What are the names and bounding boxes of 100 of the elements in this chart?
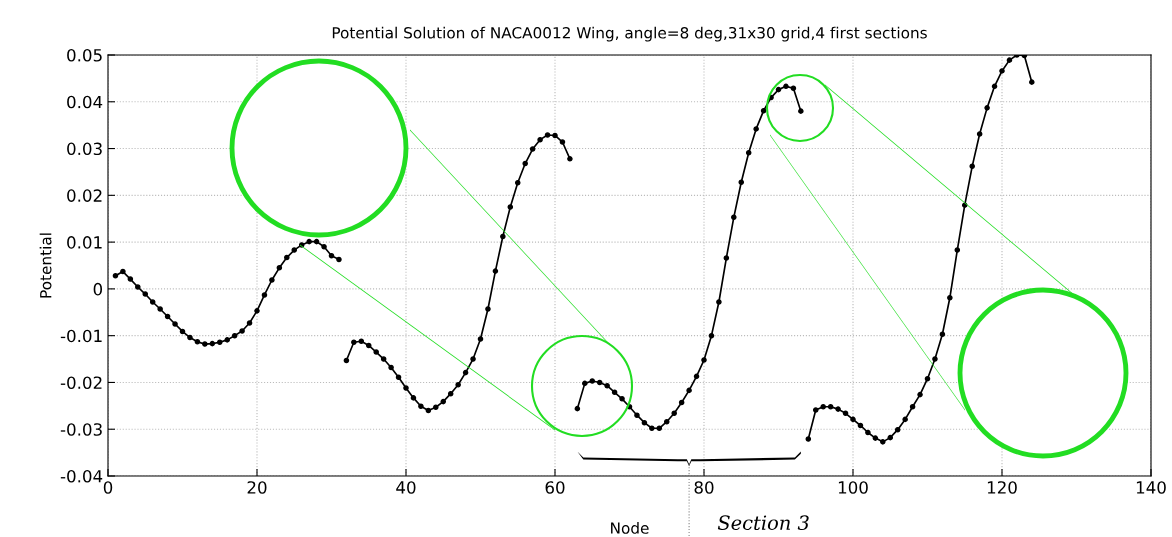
point — [567, 156, 573, 162]
point — [999, 68, 1005, 74]
point — [470, 356, 476, 362]
point — [924, 375, 931, 382]
point — [656, 425, 663, 432]
point — [433, 404, 439, 411]
point — [641, 419, 648, 426]
point — [738, 179, 745, 186]
y-tick-label: -0.02 — [60, 376, 102, 390]
point — [440, 398, 447, 405]
point — [380, 356, 387, 362]
x-tick-label: 0 — [103, 481, 113, 494]
point — [514, 179, 521, 186]
point — [634, 412, 640, 418]
point — [805, 436, 812, 442]
y-axis-title: Potential — [39, 233, 52, 298]
point — [917, 391, 923, 398]
y-tick-label: -0.04 — [60, 469, 103, 483]
point — [686, 387, 692, 394]
point — [284, 254, 290, 261]
point — [120, 268, 126, 275]
point — [187, 334, 193, 341]
point — [932, 356, 938, 362]
point — [753, 126, 759, 132]
point — [492, 268, 499, 274]
y-tick-label: 0.02 — [67, 189, 102, 202]
point — [418, 403, 424, 410]
point — [395, 374, 402, 381]
point — [716, 299, 722, 305]
point — [619, 396, 625, 402]
point — [708, 332, 715, 339]
point — [142, 291, 149, 297]
text: Section 3 — [717, 515, 809, 531]
point — [880, 439, 886, 445]
point — [559, 139, 566, 145]
point — [790, 85, 797, 91]
point — [127, 276, 134, 282]
point — [909, 403, 916, 410]
x-tick-label: 80 — [694, 481, 714, 494]
point — [842, 410, 849, 417]
point — [164, 313, 171, 320]
point — [477, 336, 484, 342]
point — [172, 321, 178, 327]
point — [261, 292, 268, 298]
point — [447, 390, 454, 397]
point — [239, 328, 245, 334]
point — [574, 405, 581, 412]
point — [224, 337, 230, 343]
point — [701, 357, 707, 363]
y-tick-label: 0.05 — [67, 48, 102, 62]
y-tick-label: 0.03 — [67, 142, 102, 156]
point — [276, 265, 283, 271]
point — [216, 339, 223, 345]
point — [663, 418, 670, 425]
point — [649, 425, 655, 432]
point — [798, 108, 804, 114]
point — [529, 146, 536, 152]
point — [269, 277, 275, 283]
point — [894, 426, 901, 433]
x-tick-label: 20 — [247, 481, 267, 494]
y-tick-label: -0.01 — [60, 329, 102, 343]
point — [209, 340, 216, 347]
point — [358, 338, 365, 345]
point — [857, 422, 864, 429]
point — [336, 256, 342, 263]
x-tick-label: 40 — [396, 481, 416, 494]
point — [991, 83, 998, 90]
point — [812, 407, 819, 413]
point — [537, 136, 543, 143]
point — [1029, 79, 1035, 85]
point — [611, 389, 618, 396]
point — [827, 403, 834, 410]
point — [313, 238, 320, 245]
point — [544, 132, 551, 138]
point — [745, 149, 752, 156]
point — [850, 416, 856, 423]
point — [552, 132, 558, 139]
point — [194, 338, 201, 345]
chart-title: Potential Solution of NACA0012 Wing, angle=8 deg,31x30 grid,4 first sections — [332, 26, 927, 42]
x-tick-label: 60 — [545, 481, 565, 494]
point — [887, 434, 894, 441]
point — [246, 320, 253, 326]
point — [410, 395, 417, 401]
point — [820, 403, 826, 410]
point — [403, 385, 409, 391]
point — [179, 328, 186, 335]
point — [343, 357, 350, 364]
point — [135, 284, 141, 290]
x-tick-label: 100 — [838, 481, 868, 494]
point — [507, 204, 514, 210]
x-tick-label: 120 — [987, 481, 1017, 494]
point — [455, 382, 461, 388]
point — [321, 244, 327, 250]
point — [157, 306, 163, 312]
point — [306, 238, 312, 245]
point — [388, 364, 394, 371]
point — [202, 341, 208, 347]
point — [291, 247, 298, 253]
point — [902, 416, 908, 423]
y-tick-label: 0.01 — [67, 236, 102, 249]
